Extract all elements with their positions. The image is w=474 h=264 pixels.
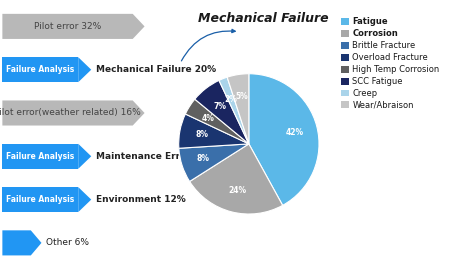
Polygon shape [2,230,41,256]
Text: Pilot error(weather related) 16%: Pilot error(weather related) 16% [0,109,141,117]
Text: Failure Analysis: Failure Analysis [6,152,74,161]
Wedge shape [227,74,249,144]
Text: 8%: 8% [195,130,209,139]
Text: Mechanical Failure: Mechanical Failure [198,12,328,25]
Polygon shape [2,187,78,212]
Wedge shape [185,99,249,144]
Wedge shape [179,114,249,148]
Polygon shape [2,144,78,169]
Text: 4%: 4% [202,114,215,123]
Text: 5%: 5% [235,92,248,101]
Polygon shape [2,14,145,39]
Legend: Fatigue, Corrosion, Brittle Fracture, Overload Fracture, High Temp Corrosion, SC: Fatigue, Corrosion, Brittle Fracture, Ov… [341,17,439,110]
Polygon shape [78,57,91,82]
Text: 42%: 42% [286,128,304,136]
Polygon shape [78,187,91,212]
Text: Failure Analysis: Failure Analysis [6,65,74,74]
Text: Mechanical Failure 20%: Mechanical Failure 20% [96,65,216,74]
Polygon shape [2,57,78,82]
Polygon shape [2,100,145,125]
Wedge shape [195,81,249,144]
Wedge shape [219,77,249,144]
Text: 2%: 2% [225,95,238,104]
Text: Environment 12%: Environment 12% [96,195,186,204]
Text: 8%: 8% [197,154,210,163]
Text: Other 6%: Other 6% [46,238,89,247]
Text: Failure Analysis: Failure Analysis [6,195,74,204]
Text: Pilot error 32%: Pilot error 32% [34,22,101,31]
Text: 7%: 7% [213,102,226,111]
Wedge shape [190,144,283,214]
Text: Maintenance Error 14%: Maintenance Error 14% [96,152,216,161]
Text: 24%: 24% [228,186,246,195]
Wedge shape [179,144,249,181]
Wedge shape [249,74,319,205]
Polygon shape [78,144,91,169]
